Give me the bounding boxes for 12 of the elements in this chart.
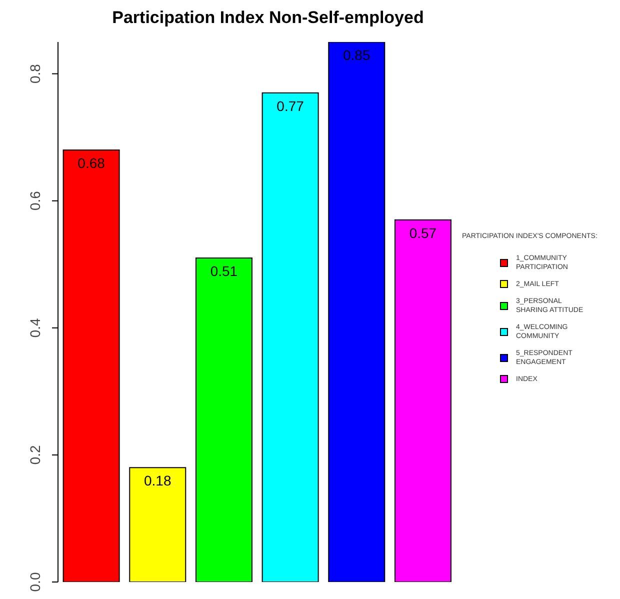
y-tick-label: 0.4 (27, 318, 43, 338)
y-tick-label: 0.8 (27, 64, 43, 84)
data-label: 0.68 (78, 154, 106, 171)
data-label: 0.77 (276, 98, 304, 114)
data-label: 0.57 (409, 224, 437, 241)
y-tick-label: 0.2 (27, 445, 43, 465)
y-tick-label: 0.0 (27, 572, 43, 592)
y-tick-label: 0.6 (27, 190, 43, 211)
chart-title: Participation Index Non-Self-employed (111, 8, 425, 29)
data-label: 0.51 (210, 262, 238, 279)
data-label: 0.18 (144, 472, 172, 489)
data-label: 0.85 (343, 46, 370, 63)
